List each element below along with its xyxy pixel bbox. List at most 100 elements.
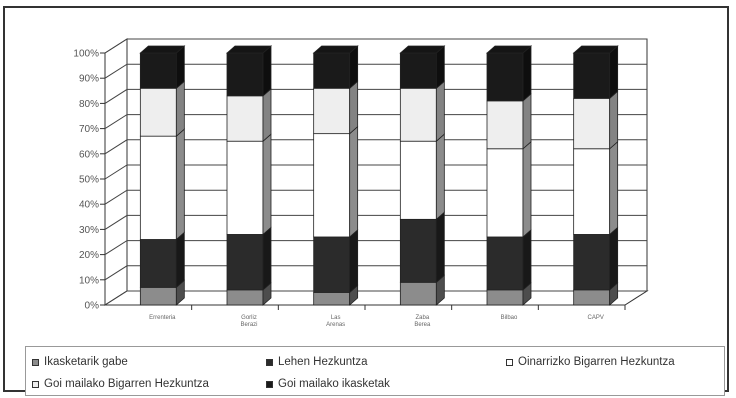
legend-swatch xyxy=(506,358,513,366)
bar-segment xyxy=(313,291,351,306)
gridline xyxy=(104,164,647,180)
gridline xyxy=(104,114,647,130)
bar-segment-side xyxy=(435,211,445,284)
bar-segment-side xyxy=(262,87,272,143)
bar-segment-side xyxy=(522,229,532,291)
bar-segment xyxy=(139,135,177,240)
legend-swatch xyxy=(266,380,273,388)
legend-label: Lehen Hezkuntza xyxy=(278,356,368,368)
legend-swatch xyxy=(32,358,39,366)
bar-segment xyxy=(573,97,611,150)
bar-segment-side xyxy=(435,80,445,143)
bar-top xyxy=(225,45,273,54)
bar-segment-side xyxy=(522,140,532,238)
gridline xyxy=(104,265,647,281)
bar-segment-side xyxy=(349,229,359,294)
y-tick-label: 70% xyxy=(79,124,99,135)
bar-segment-side xyxy=(349,125,359,238)
bar-segment xyxy=(399,281,437,306)
bar-segment xyxy=(573,289,611,306)
legend-label: Oinarrizko Bigarren Hezkuntza xyxy=(518,356,675,368)
bar-top xyxy=(312,45,359,54)
bar-segment-side xyxy=(262,226,272,291)
bar-segment-side xyxy=(609,45,619,100)
y-tick-label: 10% xyxy=(79,275,99,286)
bar-segment-side xyxy=(262,133,272,236)
bar-segment xyxy=(139,52,177,89)
y-tick-label: 30% xyxy=(79,225,99,236)
bar-segment xyxy=(139,87,177,137)
legend-item-goi-mailako-ikasketak: Goi mailako ikasketak xyxy=(266,378,390,390)
gridline xyxy=(104,189,647,205)
x-tick-label: Las xyxy=(331,315,341,321)
chart-plot: 0% 10% 20% 30% 40% 50% 60% 70% 80% 90% 100% Errente… xyxy=(73,38,649,328)
legend-swatch xyxy=(266,358,273,366)
legend-label: Ikasketarik gabe xyxy=(44,356,128,368)
bar-segment xyxy=(486,148,524,238)
bar-segment xyxy=(486,100,524,150)
y-tick-label: 90% xyxy=(79,74,99,85)
bar-segment xyxy=(399,140,437,220)
gridline xyxy=(104,240,647,256)
bar-segment xyxy=(399,52,437,89)
y-tick-label: 40% xyxy=(79,200,99,211)
bar-segment xyxy=(399,218,437,283)
bar-segment xyxy=(313,133,351,238)
x-tick-label: Errenteria xyxy=(149,315,176,321)
legend-label: Goi mailako ikasketak xyxy=(278,378,390,390)
bar-segment-side xyxy=(609,140,619,236)
bar-segment xyxy=(226,289,264,306)
y-tick-label: 100% xyxy=(73,49,99,60)
gridline xyxy=(104,63,647,79)
legend-item-goi-mailako-bigarren-hezkuntza: Goi mailako Bigarren Hezkuntza xyxy=(32,378,209,390)
gridline xyxy=(104,38,647,54)
x-tick-label: Arenas xyxy=(326,322,345,328)
bar-segment-side xyxy=(175,231,185,289)
gridline xyxy=(104,214,647,230)
bar-segment xyxy=(139,286,177,306)
bar-segment xyxy=(139,239,177,288)
bar-segment xyxy=(573,52,611,99)
bar-segment-side xyxy=(349,80,359,135)
bar-segment-side xyxy=(609,226,619,291)
y-tick-label: 20% xyxy=(79,250,99,261)
legend-swatch xyxy=(32,380,39,388)
y-tick-label: 50% xyxy=(79,175,99,186)
legend-item-lehen-hezkuntza: Lehen Hezkuntza xyxy=(266,356,368,368)
legend-item-oinarrizko-bigarren-hezkuntza: Oinarrizko Bigarren Hezkuntza xyxy=(506,356,675,368)
x-tick-label: CAPV xyxy=(587,315,603,321)
bar-segment xyxy=(486,289,524,306)
bar-segment xyxy=(313,52,351,89)
bar-segment xyxy=(226,52,264,97)
bar-segment-side xyxy=(435,133,445,221)
bar-segment-side xyxy=(522,92,532,150)
bar-segment xyxy=(313,236,351,293)
floor xyxy=(103,290,649,306)
x-tick-label: Bilbao xyxy=(501,315,518,321)
bar-top xyxy=(485,45,533,54)
bar-segment xyxy=(486,52,524,102)
bar-segment xyxy=(226,140,264,235)
y-tick-label: 80% xyxy=(79,99,99,110)
bar-top xyxy=(399,45,446,54)
gridline xyxy=(104,290,647,306)
legend-label: Goi mailako Bigarren Hezkuntza xyxy=(44,378,209,390)
bar-segment xyxy=(573,234,611,291)
bar-segment-side xyxy=(522,45,532,102)
x-tick-label: Gorliz xyxy=(241,315,257,321)
bar-segment xyxy=(573,148,611,235)
bar-top xyxy=(139,45,186,54)
x-tick-label: Berazi xyxy=(240,322,257,328)
legend-item-ikasketarik-gabe: Ikasketarik gabe xyxy=(32,356,128,368)
y-tick-label: 60% xyxy=(79,149,99,160)
bar-segment xyxy=(399,87,437,142)
bar-top xyxy=(572,45,619,54)
chart-frame: 0% 10% 20% 30% 40% 50% 60% 70% 80% 90% 100% Errente… xyxy=(3,6,729,396)
gridline xyxy=(104,88,647,104)
x-tick-label: Berea xyxy=(414,322,431,328)
bar-segment xyxy=(313,87,351,135)
bar-segment-side xyxy=(609,90,619,150)
bar-segment-side xyxy=(175,80,185,138)
bar-segment xyxy=(226,95,264,142)
legend: Ikasketarik gabe Lehen Hezkuntza Oinarri… xyxy=(25,346,725,396)
